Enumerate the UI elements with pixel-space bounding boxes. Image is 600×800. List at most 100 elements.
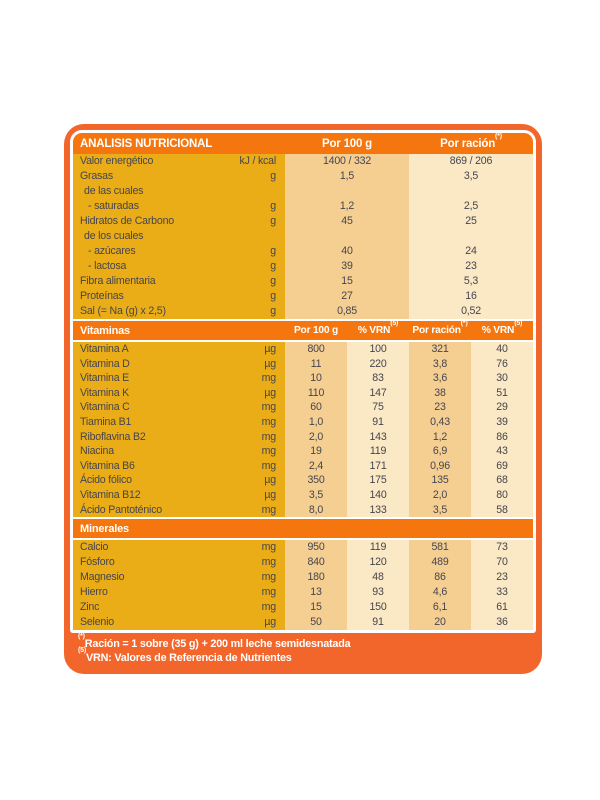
row-unit: µg [217, 615, 285, 631]
row-value: 3,5 [409, 169, 533, 184]
row-value [409, 184, 533, 199]
row-label: Vitamina E [73, 371, 217, 386]
row-value: 15 [285, 274, 409, 289]
row-value: 29 [471, 400, 533, 415]
row-unit: µg [217, 342, 285, 357]
row-value: 39 [285, 259, 409, 274]
row-value: 43 [471, 444, 533, 459]
nutrition-facts-panel: ANALISIS NUTRICIONAL Por 100 g Por ració… [64, 124, 542, 675]
row-value: 23 [409, 400, 471, 415]
table-row: de las cuales [73, 184, 533, 199]
row-value: 0,96 [409, 458, 471, 474]
row-value: 70 [471, 555, 533, 571]
row-value: 110 [285, 385, 347, 401]
row-value: 5,3 [409, 274, 533, 289]
table-row: Tiamina B1 mg 1,0 91 0,43 39 [73, 414, 533, 430]
row-unit: µg [217, 356, 285, 372]
row-value: 1,2 [409, 429, 471, 445]
row-value: 10 [285, 371, 347, 386]
row-value: 3,5 [409, 502, 471, 518]
row-value: 13 [285, 585, 347, 601]
row-label: de los cuales [73, 229, 217, 244]
row-value: 489 [409, 555, 471, 571]
row-label: Proteínas [73, 289, 217, 304]
vit-col-per-racion: Por ración(*) [412, 320, 468, 336]
column-header-per-racion: Por ración(*) [409, 133, 533, 150]
footnote-line: (5)VRN: Valores de Referencia de Nutrien… [78, 646, 292, 664]
row-value: 75 [347, 400, 409, 415]
footnote-marker: (*) [460, 320, 468, 327]
row-unit: mg [217, 600, 285, 616]
row-unit [217, 229, 285, 244]
row-value: 16 [409, 289, 533, 304]
row-value: 86 [409, 570, 471, 586]
row-value: 140 [347, 487, 409, 503]
per-racion-label: Por ración [440, 137, 496, 150]
table-row: Zinc mg 15 150 6,1 61 [73, 600, 533, 616]
row-value: 350 [285, 473, 347, 488]
row-label: Fósforo [73, 555, 217, 571]
table-row: Fósforo mg 840 120 489 70 [73, 555, 533, 571]
row-unit: mg [217, 502, 285, 518]
row-value: 60 [285, 400, 347, 415]
row-value: 1,0 [285, 414, 347, 430]
vit-col-vrn-1: % VRN(5) [357, 320, 399, 336]
table-row: Ácido Pantoténico mg 8,0 133 3,5 58 [73, 502, 533, 518]
row-value: 2,5 [409, 199, 533, 214]
table-row: Selenio µg 50 91 20 36 [73, 615, 533, 631]
row-unit: g [217, 274, 285, 289]
table-row: Hierro mg 13 93 4,6 33 [73, 585, 533, 601]
table-row: - saturadas g 1,2 2,5 [73, 199, 533, 214]
row-label: Zinc [73, 600, 217, 616]
row-label: Ácido fólico [73, 473, 217, 488]
row-unit: g [217, 214, 285, 229]
row-value: 581 [409, 540, 471, 556]
row-unit: g [217, 199, 285, 214]
footnotes: (*)Ración = 1 sobre (35 g) + 200 ml lech… [70, 633, 536, 674]
row-unit: µg [217, 385, 285, 401]
row-value: 143 [347, 429, 409, 445]
table-main-header: ANALISIS NUTRICIONAL Por 100 g Por ració… [73, 133, 533, 154]
table-row: Magnesio mg 180 48 86 23 [73, 570, 533, 586]
row-value: 1400 / 332 [285, 154, 409, 169]
table-row: - azúcares g 40 24 [73, 244, 533, 259]
row-label: Selenio [73, 615, 217, 631]
row-unit: mg [217, 400, 285, 415]
row-label: Magnesio [73, 570, 217, 586]
row-label: Sal (= Na (g) x 2,5) [73, 304, 217, 319]
row-value: 6,9 [409, 444, 471, 459]
table-row: Hidratos de Carbono g 45 25 [73, 214, 533, 229]
row-label: Riboflavina B2 [73, 429, 217, 445]
row-value: 40 [471, 342, 533, 357]
row-value: 51 [471, 385, 533, 401]
row-value: 8,0 [285, 502, 347, 518]
row-label: - azúcares [73, 244, 217, 259]
row-value: 220 [347, 356, 409, 372]
row-label: Fibra alimentaria [73, 274, 217, 289]
row-value: 175 [347, 473, 409, 488]
vitamins-section-header: Vitaminas Por 100 g % VRN(5) Por ración(… [73, 319, 533, 342]
table-row: Vitamina B6 mg 2,4 171 0,96 69 [73, 458, 533, 474]
row-value: 100 [347, 342, 409, 357]
row-value: 61 [471, 600, 533, 616]
row-value: 76 [471, 356, 533, 372]
row-value: 1,2 [285, 199, 409, 214]
table-row: Proteínas g 27 16 [73, 289, 533, 304]
row-unit: mg [217, 555, 285, 571]
row-value: 15 [285, 600, 347, 616]
row-value: 135 [409, 473, 471, 488]
footnote-marker: (5) [390, 320, 399, 327]
row-value: 48 [347, 570, 409, 586]
table-row: - lactosa g 39 23 [73, 259, 533, 274]
row-label: Niacina [73, 444, 217, 459]
row-value: 2,0 [285, 429, 347, 445]
column-header-per-100g: Por 100 g [322, 137, 372, 150]
row-unit: kJ / kcal [217, 154, 285, 169]
row-value: 23 [409, 259, 533, 274]
row-value: 171 [347, 458, 409, 474]
row-value: 19 [285, 444, 347, 459]
row-value: 120 [347, 555, 409, 571]
